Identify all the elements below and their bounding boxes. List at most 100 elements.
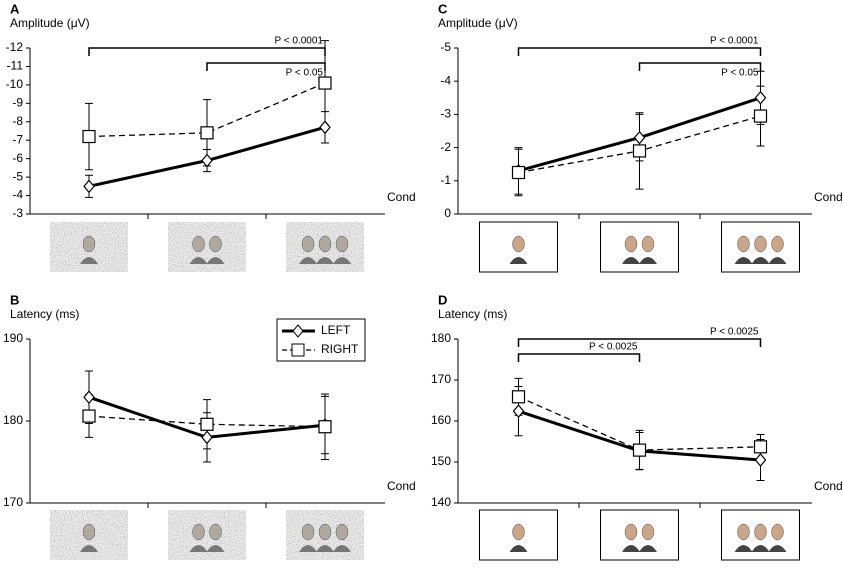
square-marker <box>318 76 332 90</box>
significance-label: P < 0.05 <box>286 68 324 79</box>
face <box>737 523 750 541</box>
shoulders <box>639 545 657 552</box>
square-marker <box>511 165 526 180</box>
square-marker <box>82 409 96 423</box>
face <box>771 235 784 253</box>
shoulders <box>206 257 225 264</box>
stimulus-image <box>168 222 246 272</box>
y-tick-label: 170 <box>3 495 23 509</box>
face <box>754 235 767 253</box>
legend-label: LEFT <box>321 323 351 337</box>
square-marker <box>753 109 768 123</box>
shoulders <box>299 545 317 552</box>
face <box>512 523 525 541</box>
y-tick-label: 190 <box>3 331 23 345</box>
significance-label: P < 0.0025 <box>710 327 759 338</box>
shoulders <box>333 257 351 264</box>
significance-bracket <box>88 47 326 56</box>
stimulus-image <box>168 510 246 560</box>
y-tick-label: -11 <box>7 59 24 73</box>
face <box>754 523 767 541</box>
shoulders <box>751 257 770 264</box>
y-tick-label: -2 <box>440 140 451 154</box>
face <box>192 235 205 253</box>
y-tick-label: -8 <box>12 114 23 128</box>
shoulders <box>80 257 98 264</box>
face <box>192 523 205 541</box>
y-tick-label: 180 <box>3 413 23 427</box>
stimulus-image <box>721 221 800 273</box>
face <box>82 523 96 541</box>
shoulders <box>768 257 787 264</box>
square-marker <box>318 420 332 434</box>
face <box>641 523 655 541</box>
stimulus-image <box>600 509 679 561</box>
noise-background <box>168 222 246 272</box>
diamond-marker <box>754 90 767 105</box>
face <box>512 235 525 253</box>
stimulus-image <box>479 509 558 561</box>
diamond-marker <box>201 430 213 445</box>
image-frame <box>600 509 679 561</box>
shoulders <box>751 545 770 552</box>
y-tick-label: -9 <box>12 96 23 110</box>
image-frame <box>600 221 679 273</box>
face <box>771 523 784 541</box>
face <box>335 235 349 253</box>
diamond-marker <box>201 153 213 168</box>
face <box>301 235 315 253</box>
y-tick-label: 170 <box>431 372 451 386</box>
face <box>301 523 315 541</box>
stimulus-image <box>600 221 679 273</box>
panel-letter: B <box>10 292 19 307</box>
diamond-marker <box>319 120 331 135</box>
shoulders <box>333 545 351 552</box>
shoulders <box>316 257 334 264</box>
face <box>335 523 349 541</box>
square-marker <box>200 126 214 140</box>
x-axis-label: Cond <box>814 190 843 204</box>
diamond-marker <box>633 130 646 145</box>
shoulders <box>316 545 334 552</box>
square-marker <box>753 440 768 454</box>
square-marker <box>200 417 214 431</box>
shoulders <box>80 545 98 552</box>
y-tick-label: -4 <box>440 73 451 87</box>
significance-bracket <box>517 47 762 56</box>
y-tick-label: -3 <box>12 206 23 220</box>
y-tick-label: -7 <box>12 132 23 146</box>
shoulders <box>639 257 657 264</box>
stimulus-image <box>721 509 800 561</box>
significance-label: P < 0.0025 <box>589 342 638 353</box>
y-tick-label: -6 <box>12 151 23 165</box>
significance-label: P < 0.05 <box>721 68 759 79</box>
y-axis-label: Amplitude (μV) <box>438 16 518 30</box>
diamond-marker <box>754 453 767 467</box>
stimulus-image <box>50 510 128 560</box>
stimulus-image <box>50 222 128 272</box>
panel-letter: D <box>438 292 447 307</box>
significance-bracket <box>638 62 762 71</box>
significance-label: P < 0.0001 <box>710 36 759 47</box>
shoulders <box>734 545 753 552</box>
shoulders <box>622 257 640 264</box>
face <box>737 235 750 253</box>
square-marker <box>632 144 647 158</box>
face <box>318 235 332 253</box>
square-marker <box>82 129 96 144</box>
y-tick-label: -5 <box>440 40 451 54</box>
y-tick-label: 160 <box>431 413 451 427</box>
y-tick-label: -5 <box>12 169 23 183</box>
face <box>624 523 638 541</box>
significance-label: P < 0.0001 <box>275 36 324 47</box>
face <box>82 235 96 253</box>
panel-letter: C <box>438 1 448 16</box>
square-marker <box>632 443 647 457</box>
y-tick-label: -10 <box>6 77 24 91</box>
legend-label: RIGHT <box>321 342 359 356</box>
y-tick-label: 150 <box>431 454 451 468</box>
shoulders <box>768 545 787 552</box>
shoulders <box>734 257 753 264</box>
y-tick-label: 140 <box>431 495 451 509</box>
